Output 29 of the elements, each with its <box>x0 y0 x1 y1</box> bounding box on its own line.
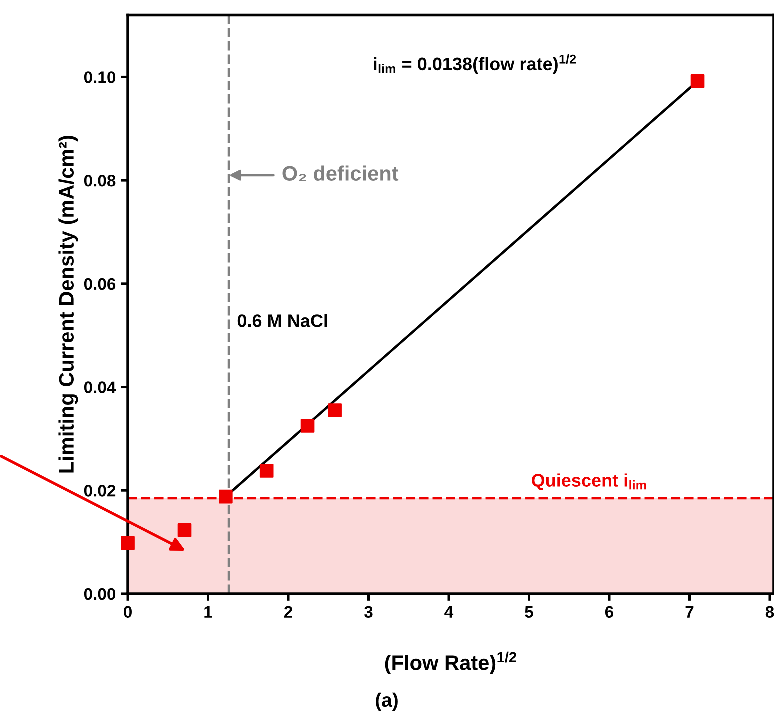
x-tick-label: 1 <box>204 606 212 618</box>
point <box>219 490 233 504</box>
y-tick-label: 0.04 <box>84 382 116 394</box>
point <box>260 464 274 478</box>
point <box>178 524 192 538</box>
y-tick-label: 0.08 <box>84 174 116 187</box>
y-axis-title: Limiting Current Density (mA/cm²) <box>58 136 78 473</box>
x-axis-title: (Flow Rate)$^{1/2}$ <box>385 652 516 674</box>
ref-line-label: O₂ deficient <box>282 166 399 182</box>
x-tick-label: 7 <box>686 606 694 618</box>
annotation: i$_{lim}$ = 0.0138(flow rate)$^{1/2}$ <box>374 54 576 74</box>
ref-line-label: Quiescent i$_{lim}$ <box>532 474 646 490</box>
x-tick-label: 5 <box>525 606 534 618</box>
x-tick-label: 3 <box>364 606 373 618</box>
x-tick-label: 4 <box>444 606 454 618</box>
x-tick-label: 2 <box>284 606 292 618</box>
x-tick-label: 8 <box>766 606 774 618</box>
x-tick-label: 6 <box>605 606 614 618</box>
point <box>328 404 342 418</box>
x-tick-label: 0 <box>124 606 132 618</box>
annotation: 0.6 M NaCl <box>238 314 328 328</box>
text: (a) <box>376 692 398 711</box>
y-tick-label: 0.00 <box>84 588 116 600</box>
y-tick-label: 0.10 <box>84 72 116 84</box>
y-tick-label: 0.06 <box>84 278 116 290</box>
point <box>121 536 135 550</box>
point <box>300 419 315 433</box>
y-tick-label: 0.02 <box>84 485 116 497</box>
point <box>690 74 705 88</box>
